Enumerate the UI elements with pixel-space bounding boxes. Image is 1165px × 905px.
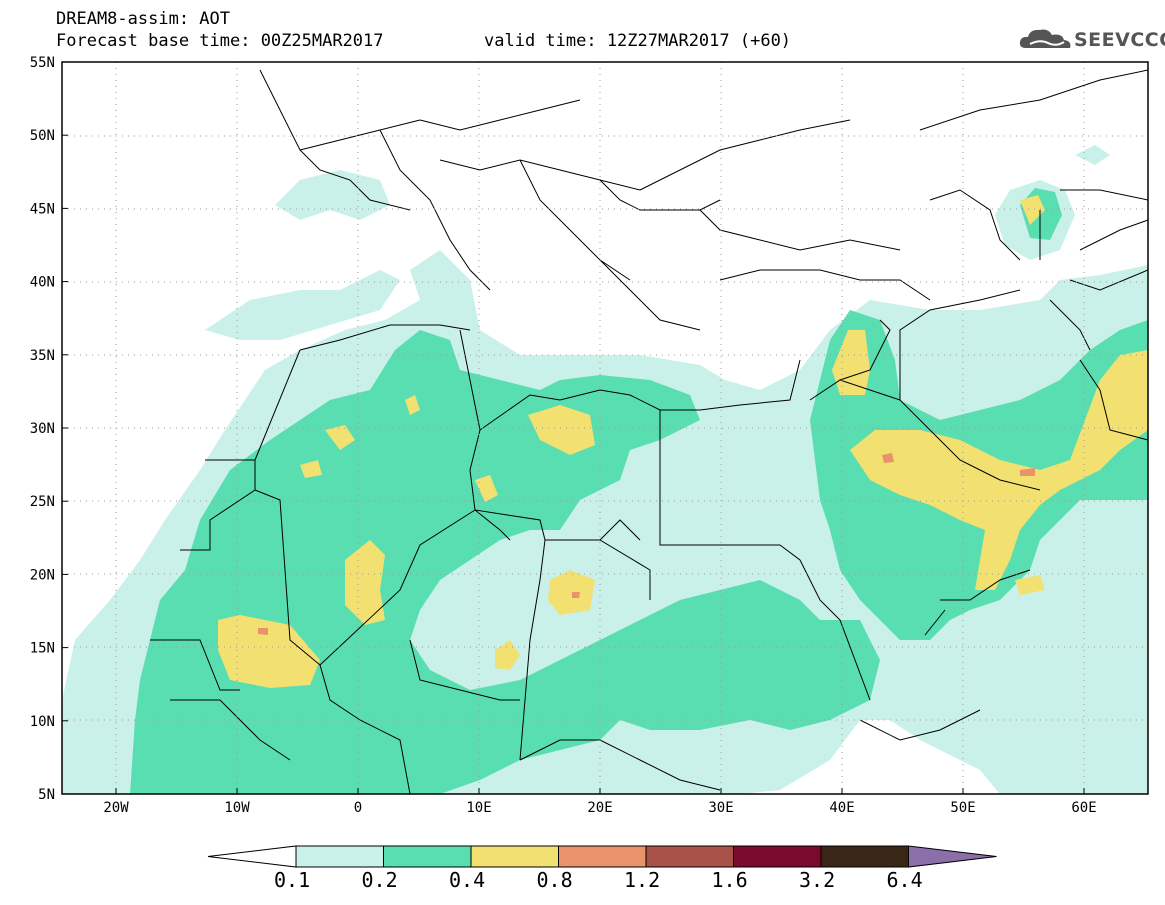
map-title: DREAM8-assim: AOT bbox=[56, 9, 230, 29]
lon-tick-label: 10W bbox=[224, 800, 250, 816]
aot-level-0.4 bbox=[345, 540, 385, 625]
aot-level-0.4 bbox=[1020, 195, 1045, 225]
seevccc-logo: SEEVCCC bbox=[1018, 26, 1165, 54]
lat-tick-label: 20N bbox=[30, 567, 55, 583]
colorbar-label: 0.2 bbox=[361, 868, 398, 892]
aot-level-0.4 bbox=[405, 395, 420, 415]
colorbar-label: 0.8 bbox=[536, 868, 573, 892]
colorbar-label: 6.4 bbox=[886, 868, 923, 892]
aot-level-0.8 bbox=[882, 453, 894, 463]
lat-tick-label: 5N bbox=[38, 787, 55, 803]
aot-level-0.1 bbox=[205, 270, 400, 340]
aot-level-0.4 bbox=[832, 330, 870, 395]
lat-tick-label: 15N bbox=[30, 641, 55, 657]
colorbar-segment bbox=[383, 845, 472, 868]
country-borders bbox=[150, 69, 1148, 794]
colorbar-low-arrow bbox=[207, 845, 297, 868]
colorbar-label: 0.4 bbox=[449, 868, 486, 892]
colorbar-segment bbox=[295, 845, 384, 868]
aot-level-0.4 bbox=[548, 570, 595, 615]
colorbar-label: 1.6 bbox=[711, 868, 748, 892]
lon-tick-label: 20W bbox=[103, 800, 129, 816]
lat-tick-label: 55N bbox=[30, 55, 55, 71]
lat-tick-label: 45N bbox=[30, 201, 55, 217]
aot-level-0.4 bbox=[528, 405, 595, 455]
lat-tick-label: 30N bbox=[30, 421, 55, 437]
forecast-base-time: Forecast base time: 00Z25MAR2017 bbox=[56, 31, 384, 51]
lon-tick-label: 40E bbox=[829, 800, 854, 816]
colorbar-segment bbox=[645, 845, 734, 868]
lat-tick-label: 10N bbox=[30, 714, 55, 730]
longitude-axis bbox=[115, 788, 1085, 794]
colorbar-segment bbox=[733, 845, 822, 868]
colorbar-label: 3.2 bbox=[799, 868, 836, 892]
aot-level-0.2 bbox=[130, 330, 880, 794]
colorbar-high-arrow bbox=[908, 845, 997, 868]
grid-lines bbox=[62, 62, 1148, 794]
colorbar-label: 1.2 bbox=[624, 868, 661, 892]
lon-tick-label: 0 bbox=[354, 800, 362, 816]
aot-level-0.4 bbox=[300, 460, 322, 478]
logo-text: SEEVCCC bbox=[1074, 29, 1165, 51]
latitude-axis bbox=[62, 61, 68, 795]
aot-level-0.4 bbox=[475, 475, 498, 502]
aot-level-0.4 bbox=[325, 425, 355, 450]
aot-level-0.1 bbox=[275, 170, 390, 220]
colorbar-segment bbox=[470, 845, 559, 868]
aot-level-0.4 bbox=[218, 615, 320, 688]
aot-level-0.8 bbox=[258, 628, 268, 635]
aot-level-0.8 bbox=[572, 592, 580, 598]
colorbar-segment bbox=[820, 845, 909, 868]
aot-level-0.1 bbox=[1075, 145, 1110, 165]
lon-tick-label: 60E bbox=[1071, 800, 1096, 816]
colorbar-segment bbox=[558, 845, 647, 868]
valid-time: valid time: 12Z27MAR2017 (+60) bbox=[484, 31, 792, 51]
colorbar-label: 0.1 bbox=[274, 868, 311, 892]
aot-shading bbox=[62, 62, 1148, 794]
lat-tick-label: 25N bbox=[30, 494, 55, 510]
lon-tick-label: 50E bbox=[950, 800, 975, 816]
lat-tick-label: 50N bbox=[30, 128, 55, 144]
colorbar bbox=[207, 845, 997, 868]
lon-tick-label: 10E bbox=[466, 800, 491, 816]
aot-level-0.4 bbox=[1015, 575, 1045, 595]
lat-tick-label: 40N bbox=[30, 275, 55, 291]
aot-level-0.4 bbox=[495, 640, 520, 670]
lat-tick-label: 35N bbox=[30, 348, 55, 364]
cloud-icon bbox=[1019, 29, 1071, 48]
lon-tick-label: 30E bbox=[708, 800, 733, 816]
aot-level-0.8 bbox=[1020, 468, 1035, 476]
aot-level-0.4 bbox=[850, 350, 1148, 590]
lon-tick-label: 20E bbox=[587, 800, 612, 816]
